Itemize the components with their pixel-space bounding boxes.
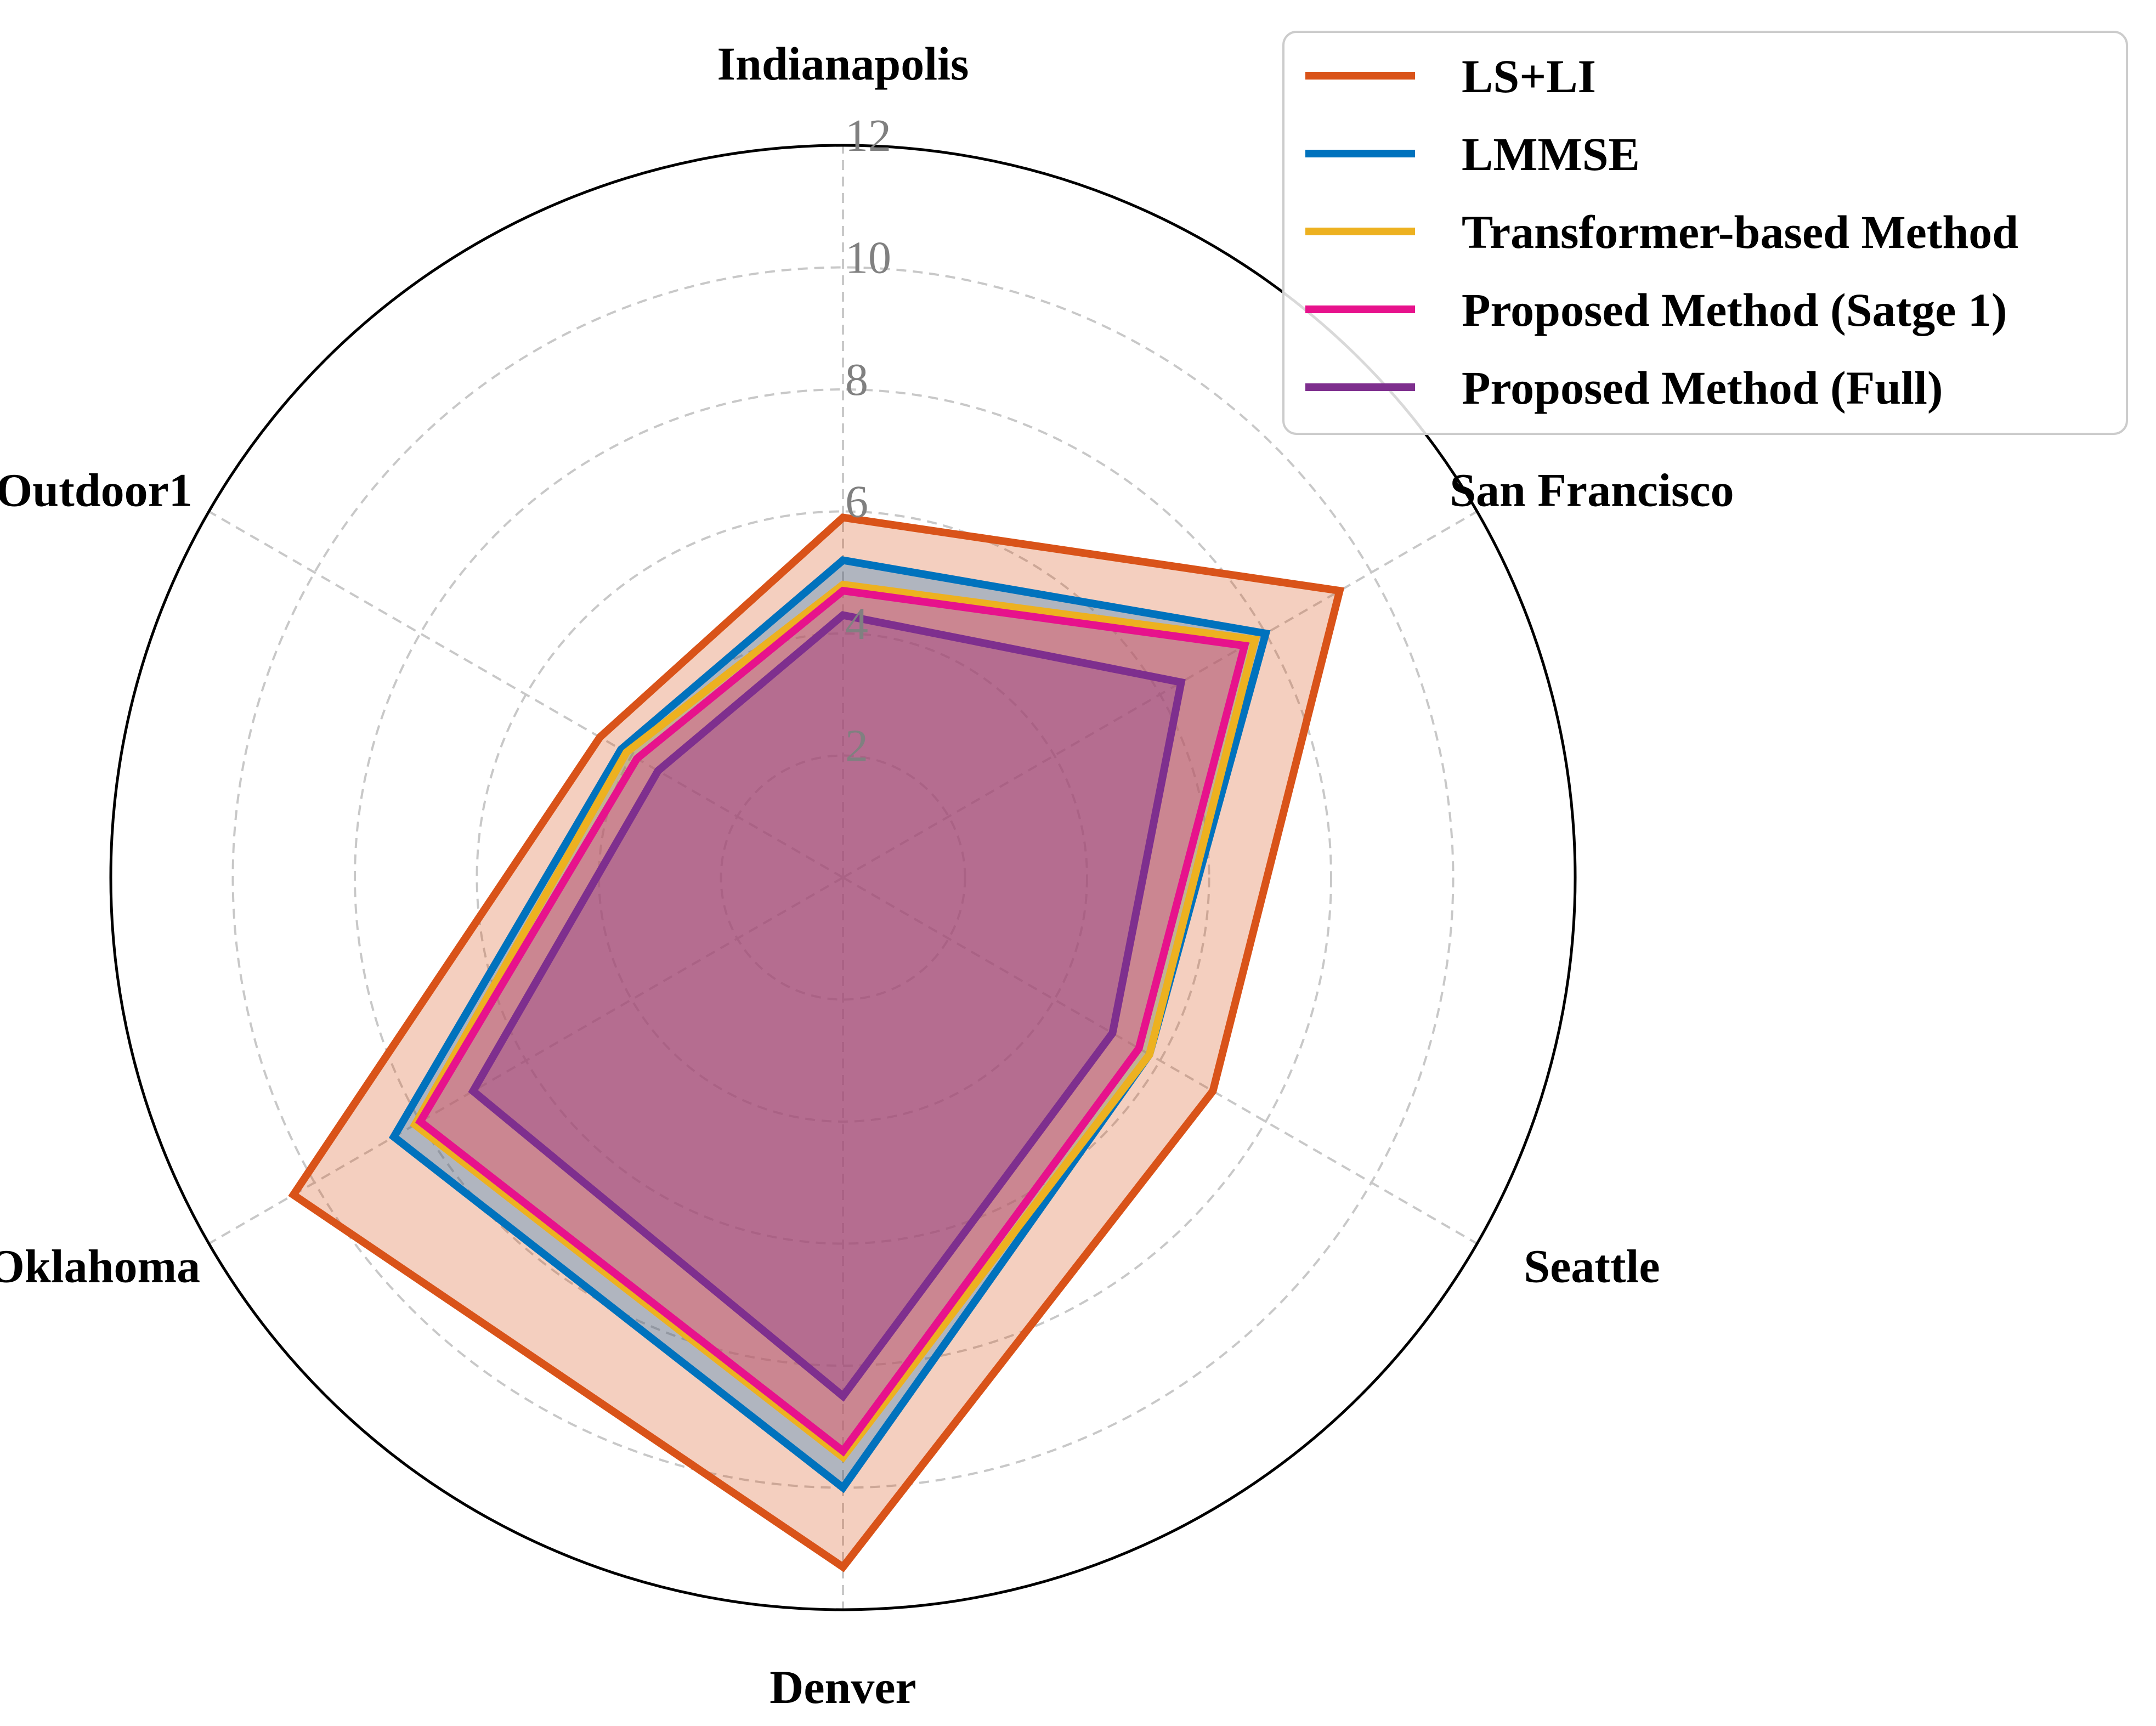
- axis-label-indianapolis: Indianapolis: [717, 37, 969, 90]
- grid-ring-8: [354, 388, 1332, 1367]
- series-line-ls-li: [288, 513, 1345, 1572]
- grid-ring-2: [720, 754, 966, 1001]
- grid-ring-6: [476, 510, 1210, 1245]
- r-tick-label-12: 12: [845, 110, 891, 161]
- series-line-lmmse: [388, 556, 1271, 1493]
- series-area-ls-li: [293, 517, 1340, 1567]
- r-tick-label-8: 8: [845, 354, 868, 405]
- legend: LS+LI LMMSE Transformer-based Method Propos…: [1282, 31, 2128, 435]
- legend-label-lmmse: LMMSE: [1462, 128, 1640, 180]
- axis-label-layer: Indianapolis San Francisco Seattle Denver Ok…: [0, 37, 1734, 1713]
- series-line-transformer-based-method: [410, 580, 1260, 1463]
- r-tick-label-10: 10: [845, 233, 891, 284]
- series-line-proposed-method-satge-1: [415, 586, 1249, 1457]
- series-layer: [288, 513, 1345, 1572]
- series-area-lmmse: [394, 560, 1266, 1488]
- r-tick-label-4: 4: [845, 598, 868, 649]
- axis-label-outdoor1: Outdoor1: [0, 464, 193, 517]
- series-area-proposed-method-satge-1: [420, 591, 1245, 1451]
- r-tick-label-2: 2: [845, 721, 868, 772]
- series-area-transformer-based-method: [415, 585, 1255, 1457]
- legend-label-proposed-method-full: Proposed Method (Full): [1462, 361, 1943, 414]
- axis-label-denver: Denver: [769, 1661, 916, 1713]
- axis-label-seattle: Seattle: [1524, 1240, 1660, 1293]
- series-area-proposed-method-full: [473, 615, 1181, 1396]
- r-tick-label-6: 6: [845, 477, 868, 528]
- axis-label-san-francisco: San Francisco: [1450, 464, 1734, 517]
- legend-label-proposed-method-satge-1: Proposed Method (Satge 1): [1462, 284, 2007, 336]
- outer-ring: [109, 144, 1577, 1611]
- tick-label-layer: 2 4 6 8 10 12: [845, 110, 891, 772]
- legend-label-transformer-based-method: Transformer-based Method: [1462, 206, 2018, 258]
- legend-box: [1282, 31, 2128, 435]
- series-line-proposed-method-full: [468, 611, 1186, 1402]
- axis-label-oklahoma: Oklahoma: [0, 1240, 200, 1293]
- legend-label-ls-li: LS+LI: [1462, 50, 1596, 103]
